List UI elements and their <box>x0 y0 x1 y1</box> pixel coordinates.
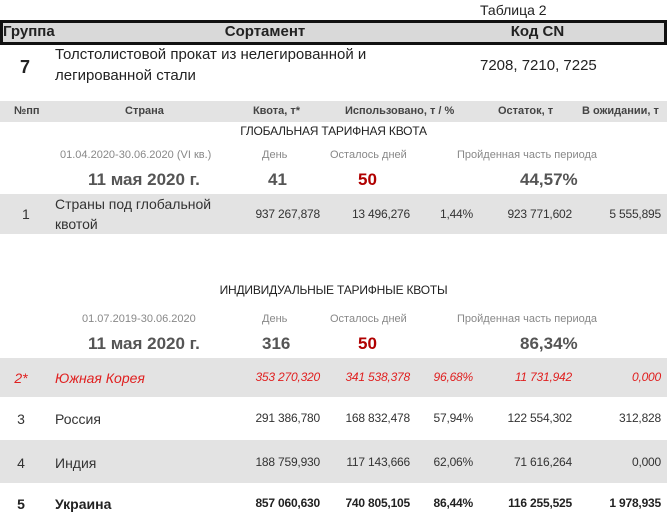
individual-left-label: Осталось дней <box>330 313 407 325</box>
row-used: 740 805,105 <box>345 496 410 510</box>
global-day: 41 <box>268 170 287 189</box>
individual-passed: 86,34% <box>520 334 578 353</box>
row-remaining: 11 731,942 <box>514 370 572 384</box>
header-group: Группа <box>3 23 55 40</box>
row-remaining: 116 255,525 <box>508 496 572 510</box>
product-group: 7 <box>20 57 31 77</box>
global-row-country-1: Страны под глобальной <box>55 196 212 212</box>
row-used: 168 832,478 <box>345 411 410 425</box>
row-pct: 86,44% <box>433 496 474 510</box>
product-assortment-1: Толстолистовой прокат из нелегированной … <box>55 46 367 63</box>
global-row-num: 1 <box>22 206 30 222</box>
row-quota: 857 060,630 <box>255 496 320 510</box>
row-band-india <box>0 440 667 483</box>
row-num: 5 <box>17 496 25 512</box>
global-left-label: Осталось дней <box>330 149 407 161</box>
global-row-country-2: квотой <box>55 216 98 232</box>
individual-day-label: День <box>262 313 288 325</box>
global-passed: 44,57% <box>520 170 578 189</box>
row-used: 117 143,666 <box>346 455 410 469</box>
global-row-remaining: 923 771,602 <box>507 207 572 221</box>
row-pct: 57,94% <box>433 411 474 425</box>
row-country: Индия <box>55 455 97 471</box>
row-country: Украина <box>55 496 112 512</box>
global-day-label: День <box>262 149 288 161</box>
row-pending: 0,000 <box>631 455 661 469</box>
global-row-used: 13 496,276 <box>351 207 410 221</box>
global-title: ГЛОБАЛЬНАЯ ТАРИФНАЯ КВОТА <box>240 124 427 138</box>
product-assortment-2: легированной стали <box>55 67 196 84</box>
row-used: 341 538,378 <box>345 370 410 384</box>
row-quota: 291 386,780 <box>255 411 320 425</box>
row-num: 2* <box>14 370 28 386</box>
global-date: 11 мая 2020 г. <box>88 170 200 189</box>
row-quota: 353 270,320 <box>255 370 320 384</box>
global-row <box>0 194 667 234</box>
individual-period: 01.07.2019-30.06.2020 <box>82 313 196 325</box>
table-header <box>0 20 667 45</box>
individual-days-left: 50 <box>358 334 377 353</box>
global-row-pending: 5 555,895 <box>609 207 661 221</box>
table-label: Таблица 2 <box>480 2 547 18</box>
product-cn-code: 7208, 7210, 7225 <box>480 57 597 74</box>
header-assortment: Сортамент <box>224 23 306 40</box>
row-band-korea <box>0 358 667 397</box>
col-country: Страна <box>125 105 164 117</box>
col-used: Использовано, т / % <box>345 105 455 117</box>
row-pending: 312,828 <box>619 411 661 425</box>
row-quota: 188 759,930 <box>255 455 320 469</box>
row-remaining: 122 554,302 <box>507 411 572 425</box>
individual-title: ИНДИВИДУАЛЬНЫЕ ТАРИФНЫЕ КВОТЫ <box>219 283 448 297</box>
global-row-pct: 1,44% <box>439 207 473 221</box>
global-passed-label: Пройденная часть периода <box>457 149 598 161</box>
global-period: 01.04.2020-30.06.2020 (VI кв.) <box>60 149 212 161</box>
individual-passed-label: Пройденная часть периода <box>457 313 598 325</box>
col-pending: В ожидании, т <box>582 105 659 117</box>
global-row-quota: 937 267,878 <box>255 207 320 221</box>
column-header-band <box>0 101 667 122</box>
col-remaining: Остаток, т <box>498 105 554 117</box>
row-pct: 96,68% <box>433 370 474 384</box>
row-pending: 1 978,935 <box>609 496 661 510</box>
row-num: 4 <box>17 455 25 471</box>
row-country: Россия <box>55 411 101 427</box>
individual-day: 316 <box>262 334 291 353</box>
row-pct: 62,06% <box>433 455 474 469</box>
individual-date: 11 мая 2020 г. <box>88 334 200 353</box>
col-quota: Квота, т* <box>252 105 300 117</box>
row-country: Южная Корея <box>55 370 145 386</box>
row-remaining: 71 616,264 <box>513 455 572 469</box>
row-num: 3 <box>17 411 25 427</box>
global-days-left: 50 <box>358 170 377 189</box>
header-cn-code: Код CN <box>510 23 565 40</box>
col-num: №пп <box>14 105 40 117</box>
row-pending: 0,000 <box>631 370 661 384</box>
